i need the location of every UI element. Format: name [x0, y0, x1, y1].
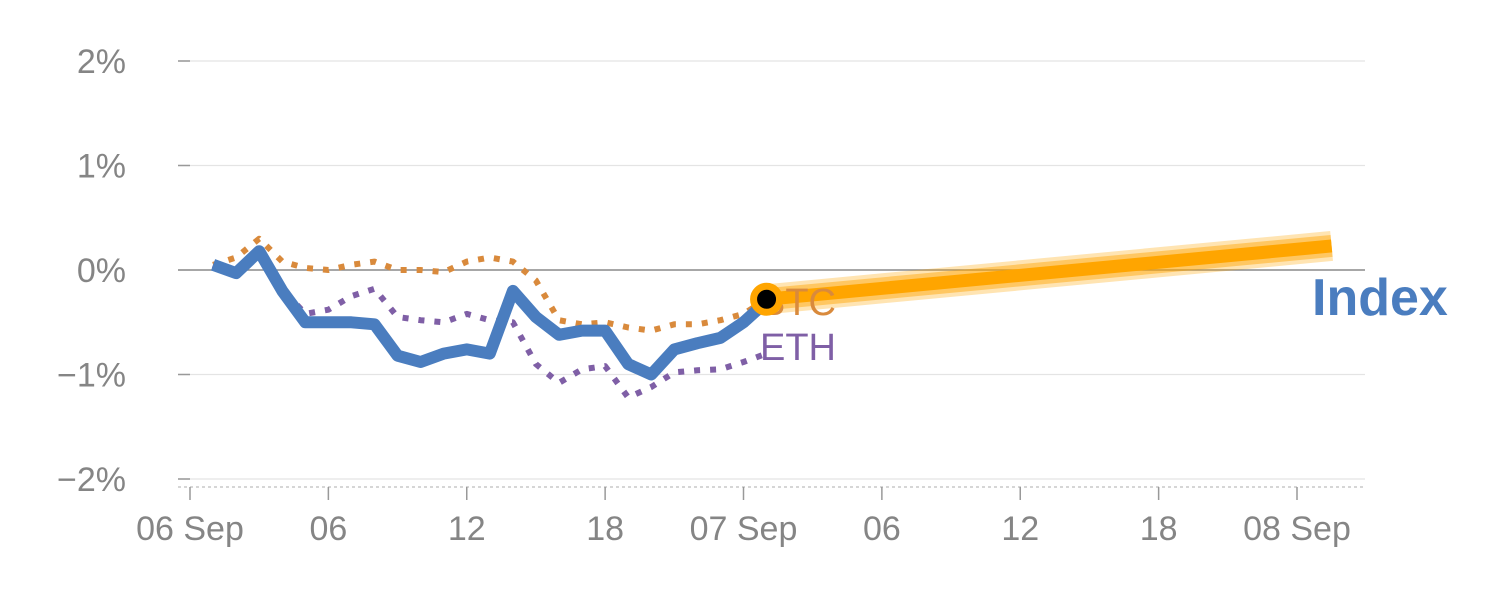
series-label-eth: ETH [760, 327, 836, 369]
series-layer [211, 231, 1334, 401]
x-tick-label: 07 Sep [690, 510, 798, 548]
y-tick-label: 0% [77, 252, 126, 290]
x-tick-label: 18 [1140, 510, 1178, 548]
x-tick-label: 06 [863, 510, 901, 548]
axis-layer: 2% 1% 0% −1% −2% 06 Sep 06 12 18 07 Sep 06 12 18 08 S… [57, 43, 1365, 548]
series-line-index [211, 245, 771, 381]
x-tick-label: 08 Sep [1243, 510, 1351, 548]
grid-layer [178, 60, 1365, 480]
x-tick-label: 06 [309, 510, 347, 548]
series-line-btc [212, 235, 769, 334]
forecast-band-core [765, 239, 1333, 306]
series-label-index: Index [1312, 269, 1448, 327]
x-tick-label: 06 Sep [136, 510, 244, 548]
x-tick-label: 12 [1001, 510, 1039, 548]
x-tick-label: 18 [586, 510, 624, 548]
x-tick-label: 12 [448, 510, 486, 548]
y-tick-label: 2% [77, 43, 126, 81]
series-line-eth [211, 246, 768, 401]
current-value-marker [750, 282, 784, 316]
y-tick-label: −1% [57, 357, 126, 395]
y-tick-label: 1% [77, 148, 126, 186]
y-tick-label: −2% [57, 461, 126, 499]
